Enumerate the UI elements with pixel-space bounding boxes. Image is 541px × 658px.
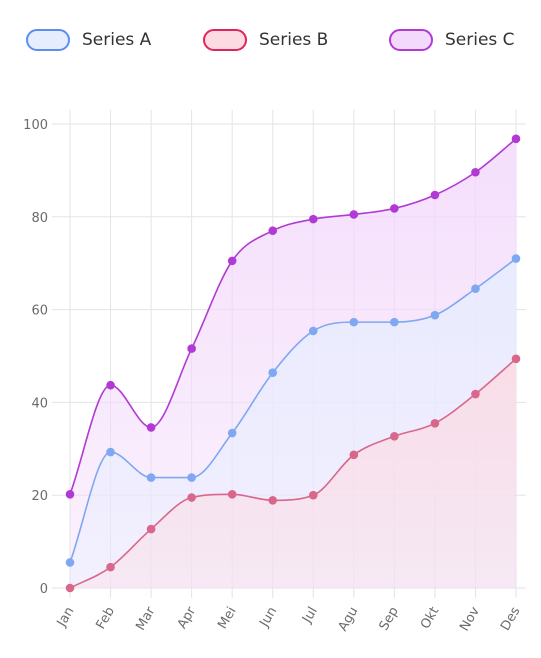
legend-label-series-b: Series B [259, 30, 329, 50]
series-c-point-jun [268, 226, 278, 236]
series-a-point-apr [187, 473, 196, 482]
series-c-point-mei [227, 256, 237, 266]
series-c-point-nov [471, 167, 480, 177]
series-a-point-okt [430, 310, 440, 320]
legend-item-series-a[interactable]: Series A [26, 26, 151, 54]
legend-swatch-series-b [203, 29, 247, 51]
legend-item-series-b[interactable]: Series B [203, 26, 328, 54]
series-b-area [70, 358, 516, 588]
series-b-point-mar [146, 524, 156, 534]
series-c-point-apr [187, 344, 196, 353]
y-tick-label-40: 40 [31, 396, 48, 411]
x-tick-label-des: Des [498, 604, 523, 633]
series-b-point-des [511, 354, 521, 364]
series-a-point-agu [349, 317, 359, 327]
x-tick-label-agu: Agu [336, 605, 362, 634]
series-c-point-agu [349, 210, 359, 219]
series-a-point-mei [227, 428, 237, 438]
x-tick-label-okt: Okt [418, 605, 442, 632]
series-c-point-jul [308, 214, 318, 224]
legend-item-series-c[interactable]: Series C [389, 26, 515, 54]
series-b-point-jan [65, 583, 75, 593]
legend-label-series-c: Series C [445, 30, 515, 50]
legend-label-series-a: Series A [82, 30, 152, 50]
series-b-point-okt [430, 418, 440, 428]
x-tick-label-feb: Feb [94, 605, 119, 632]
series-a-point-jun [268, 368, 278, 378]
y-tick-label-60: 60 [31, 304, 48, 319]
y-tick-label-20: 20 [31, 489, 48, 504]
x-tick-label-mar: Mar [133, 604, 159, 633]
series-b-point-nov [471, 389, 480, 399]
series-c-point-jan [65, 489, 75, 499]
series-c-point-okt [430, 190, 440, 200]
x-tick-label-jul: Jul [299, 605, 320, 627]
series-a-point-nov [471, 284, 480, 294]
series-a-point-des [511, 254, 521, 263]
series-a-point-feb [106, 447, 115, 457]
series-b-point-feb [106, 562, 115, 572]
x-tick-label-apr: Apr [175, 604, 200, 632]
series-b-point-apr [187, 493, 196, 502]
y-tick-label-100: 100 [23, 118, 48, 133]
legend-swatch-series-a [26, 29, 70, 51]
series-a-point-jan [65, 558, 75, 567]
legend: Series A Series B Series C [0, 26, 541, 56]
series-c-point-sep [390, 204, 399, 213]
series-a-point-mar [146, 473, 156, 482]
series-c-point-des [511, 134, 521, 144]
series-b-point-agu [349, 450, 359, 460]
x-tick-label-jan: Jan [54, 605, 78, 631]
y-tick-label-0: 0 [40, 582, 48, 597]
series-c-point-mar [146, 423, 156, 432]
legend-swatch-series-c [389, 29, 433, 51]
x-tick-label-sep: Sep [377, 605, 402, 634]
x-tick-label-nov: Nov [457, 604, 483, 634]
x-tick-label-jun: Jun [257, 605, 281, 631]
series-b-point-jun [268, 496, 278, 505]
series-c-point-feb [106, 380, 115, 390]
series-a-point-jul [308, 326, 318, 336]
x-tick-label-mei: Mei [215, 605, 239, 632]
series-b-point-jul [308, 490, 318, 500]
series-a-point-sep [390, 317, 399, 327]
series-b-point-mei [227, 489, 237, 499]
series-b-point-sep [390, 431, 399, 441]
y-tick-label-80: 80 [31, 211, 48, 226]
